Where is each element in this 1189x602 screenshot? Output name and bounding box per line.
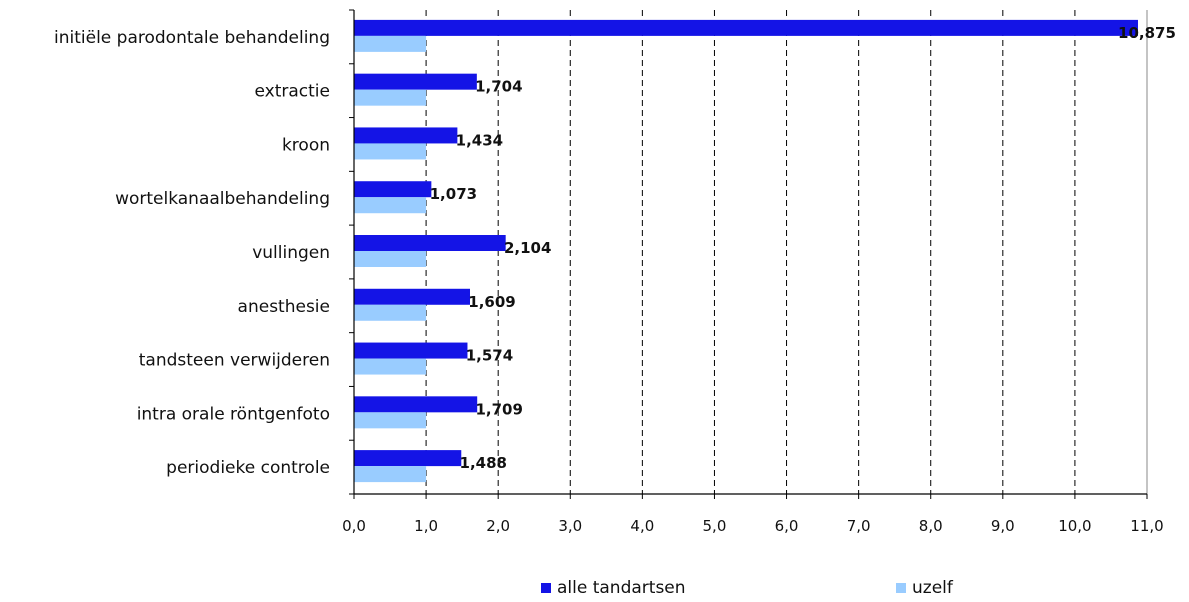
x-tick-label-0: 0,0 xyxy=(342,517,366,535)
category-label-0: initiële parodontale behandeling xyxy=(54,28,330,48)
legend-swatch-uzelf xyxy=(896,583,906,593)
bar-uzelf-0 xyxy=(354,35,427,52)
category-label-8: periodieke controle xyxy=(166,458,330,478)
category-label-7: intra orale röntgenfoto xyxy=(137,404,330,424)
x-tick-label-8: 8,0 xyxy=(919,517,943,535)
x-tick-label-4: 4,0 xyxy=(630,517,654,535)
x-tick-label-6: 6,0 xyxy=(775,517,799,535)
bar-alle-tandartsen-3 xyxy=(354,181,432,198)
category-label-1: extractie xyxy=(255,82,331,102)
bar-uzelf-6 xyxy=(354,358,427,375)
data-label-alle-tandartsen-7: 1,709 xyxy=(475,400,522,418)
legend-label-uzelf: uzelf xyxy=(912,578,953,598)
category-label-4: vullingen xyxy=(252,243,330,263)
bar-uzelf-4 xyxy=(354,251,427,267)
x-tick-label-2: 2,0 xyxy=(486,517,510,535)
data-label-alle-tandartsen-6: 1,574 xyxy=(466,347,513,365)
data-label-alle-tandartsen-2: 1,434 xyxy=(456,131,503,149)
category-label-3: wortelkanaalbehandeling xyxy=(115,189,330,209)
bar-alle-tandartsen-1 xyxy=(354,73,477,90)
bar-uzelf-7 xyxy=(354,412,427,429)
x-tick-label-10: 10,0 xyxy=(1058,517,1091,535)
data-label-alle-tandartsen-0: 10,875 xyxy=(1118,24,1176,42)
legend-item-alle-tandartsen: alle tandartsen xyxy=(541,578,686,598)
data-label-alle-tandartsen-8: 1,488 xyxy=(460,454,507,472)
x-tick-label-9: 9,0 xyxy=(991,517,1015,535)
bar-alle-tandartsen-7 xyxy=(354,396,478,413)
bar-uzelf-2 xyxy=(354,143,427,160)
legend-label-alle-tandartsen: alle tandartsen xyxy=(557,578,686,598)
x-tick-label-1: 1,0 xyxy=(414,517,438,535)
bar-alle-tandartsen-5 xyxy=(354,288,470,305)
data-label-alle-tandartsen-3: 1,073 xyxy=(430,185,477,203)
category-label-2: kroon xyxy=(282,135,330,155)
legend-swatch-alle-tandartsen xyxy=(541,583,551,593)
category-label-5: anesthesie xyxy=(238,297,330,317)
bar-uzelf-5 xyxy=(354,304,427,321)
data-label-alle-tandartsen-5: 1,609 xyxy=(468,293,515,311)
legend: alle tandartsen uzelf xyxy=(0,578,1189,602)
legend-item-uzelf: uzelf xyxy=(896,578,953,598)
x-tick-label-11: 11,0 xyxy=(1130,517,1163,535)
bar-uzelf-3 xyxy=(354,197,427,214)
bar-uzelf-1 xyxy=(354,89,427,106)
x-tick-label-3: 3,0 xyxy=(558,517,582,535)
data-label-alle-tandartsen-1: 1,704 xyxy=(475,78,522,96)
bar-alle-tandartsen-2 xyxy=(354,127,458,144)
bar-alle-tandartsen-8 xyxy=(354,450,462,467)
bar-alle-tandartsen-6 xyxy=(354,342,468,359)
bar-chart: initiële parodontale behandeling 10,875 ex… xyxy=(54,9,1176,535)
data-label-alle-tandartsen-4: 2,104 xyxy=(504,239,551,257)
x-tick-label-5: 5,0 xyxy=(703,517,727,535)
x-tick-label-7: 7,0 xyxy=(847,517,871,535)
bar-alle-tandartsen-0 xyxy=(354,19,1138,36)
bar-alle-tandartsen-4 xyxy=(354,235,506,251)
category-label-6: tandsteen verwijderen xyxy=(139,351,330,371)
bar-uzelf-8 xyxy=(354,466,427,483)
